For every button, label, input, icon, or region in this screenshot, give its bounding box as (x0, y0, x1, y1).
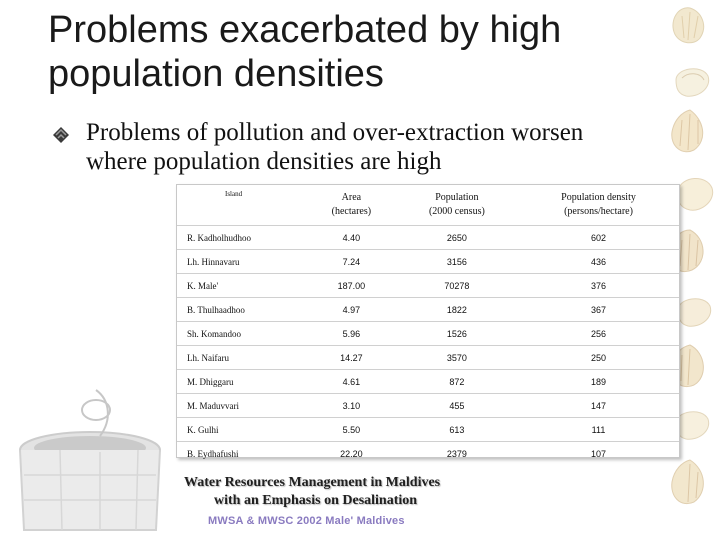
cell-island: B. Thulhaadhoo (177, 297, 307, 322)
table-row: M. Maduvvari 3.10 455 147 (177, 393, 679, 418)
header-population: Population (2000 census) (396, 185, 518, 226)
header-area-line2: (hectares) (331, 206, 372, 217)
cell-population: 2379 (395, 441, 519, 465)
header-area: Area (hectares) (307, 185, 396, 226)
table-row: Lh. Naifaru 14.27 3570 250 (177, 345, 679, 370)
cell-island: M. Dhiggaru (177, 369, 307, 394)
cell-area: 5.96 (307, 321, 396, 346)
cell-density: 250 (518, 345, 679, 370)
footer-subtitle: with an Emphasis on Desalination (214, 493, 418, 508)
seashell-icon (677, 298, 712, 327)
bullet-text: Problems of pollution and over-extractio… (86, 119, 584, 175)
cell-island: R. Kadholhudhoo (177, 225, 307, 250)
footer-credit: MWSA & MWSC 2002 Male' Maldives (208, 515, 405, 527)
cell-density: 436 (518, 249, 679, 274)
table-row: K. Gulhi 5.50 613 111 (177, 417, 679, 442)
table-row: M. Dhiggaru 4.61 872 189 (177, 369, 679, 394)
cell-island: B. Eydhafushi (177, 441, 307, 465)
cell-population: 1526 (395, 321, 519, 346)
header-density-line2: (persons/hectare) (564, 206, 633, 217)
cell-density: 111 (518, 417, 679, 442)
seashell-icon (672, 7, 705, 44)
cell-population: 613 (395, 417, 519, 442)
bullet-item: Problems of pollution and over-extractio… (50, 118, 650, 176)
seashell-icon (671, 109, 704, 153)
header-area-line1: Area (341, 192, 362, 203)
table-row: B. Eydhafushi 22.20 2379 107 (177, 441, 679, 465)
cell-island: K. Gulhi (177, 417, 307, 442)
cell-population: 1822 (395, 297, 519, 322)
cell-area: 14.27 (307, 345, 396, 370)
slide-title: Problems exacerbated by high population … (48, 9, 562, 95)
cell-density: 107 (518, 441, 679, 465)
header-population-line2: (2000 census) (428, 206, 485, 217)
cell-area: 187.00 (307, 273, 396, 298)
table-row: B. Thulhaadhoo 4.97 1822 367 (177, 297, 679, 322)
cell-density: 602 (518, 225, 679, 250)
cell-area: 4.40 (307, 225, 396, 250)
seashell-icon (671, 459, 704, 504)
bullet-icon (53, 127, 69, 143)
header-density: Population density (persons/hectare) (518, 185, 679, 226)
cell-density: 256 (518, 321, 679, 346)
footer-title: Water Resources Management in Maldives (184, 475, 441, 490)
header-population-line1: Population (435, 192, 479, 203)
cell-density: 376 (518, 273, 679, 298)
table-row: Sh. Komandoo 5.96 1526 256 (177, 321, 679, 346)
cell-island: Lh. Hinnavaru (177, 249, 307, 274)
cell-density: 147 (518, 393, 679, 418)
table-header-row: Island Area (hectares) Population (2000 … (177, 185, 679, 226)
header-density-line1: Population density (561, 192, 636, 203)
water-well-icon (19, 389, 161, 531)
cell-population: 2650 (395, 225, 519, 250)
cell-island: K. Male' (177, 273, 307, 298)
cell-area: 4.97 (307, 297, 396, 322)
cell-area: 7.24 (307, 249, 396, 274)
cell-island: Lh. Naifaru (177, 345, 307, 370)
cell-area: 4.61 (307, 369, 396, 394)
cell-population: 3570 (395, 345, 519, 370)
cell-density: 367 (518, 297, 679, 322)
cell-population: 3156 (395, 249, 519, 274)
table-row: R. Kadholhudhoo 4.40 2650 602 (177, 225, 679, 250)
cell-area: 22.20 (307, 441, 396, 465)
header-island: Island (225, 190, 243, 198)
table-row: K. Male' 187.00 70278 376 (177, 273, 679, 298)
cell-population: 455 (395, 393, 519, 418)
cell-area: 5.50 (307, 417, 396, 442)
cell-island: M. Maduvvari (177, 393, 307, 418)
cell-population: 70278 (395, 273, 519, 298)
seashell-icon (675, 68, 710, 97)
seashell-icon (675, 411, 710, 440)
population-density-table: Island Area (hectares) Population (2000 … (176, 184, 680, 465)
cell-density: 189 (518, 369, 679, 394)
seashell-icon (677, 178, 714, 211)
cell-island: Sh. Komandoo (177, 321, 307, 346)
cell-area: 3.10 (307, 393, 396, 418)
cell-population: 872 (395, 369, 519, 394)
table-row: Lh. Hinnavaru 7.24 3156 436 (177, 249, 679, 274)
footer-banner: Water Resources Management in Maldives w… (184, 474, 514, 529)
